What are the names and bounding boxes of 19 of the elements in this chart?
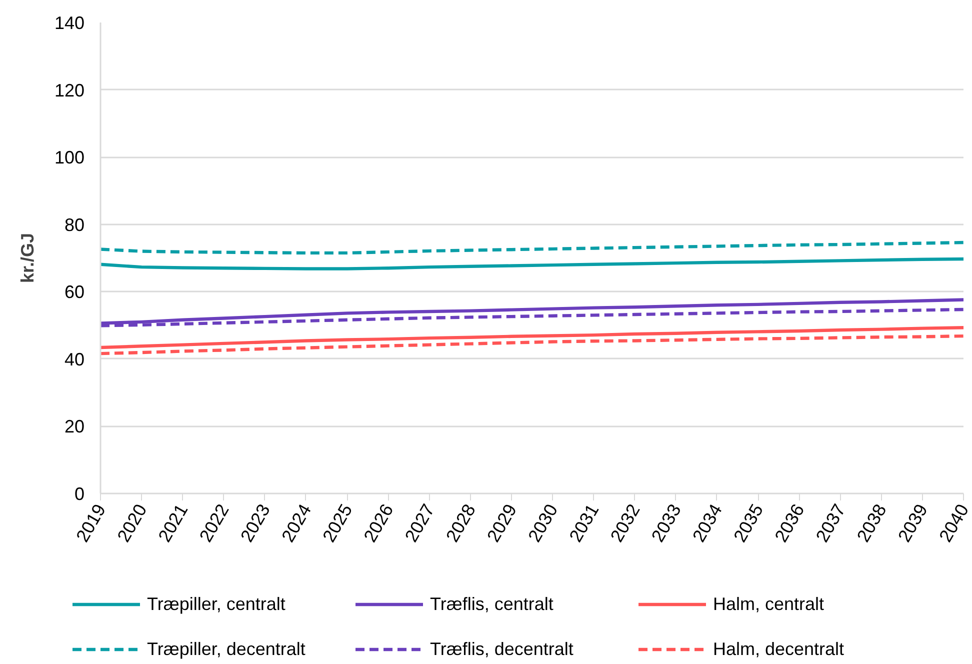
y-tick-label: 100	[54, 148, 85, 168]
legend-label: Halm, centralt	[713, 592, 826, 616]
y-tick-label: 120	[54, 80, 85, 100]
line-series	[100, 257, 964, 270]
y-tick-label: 20	[64, 416, 85, 437]
legend-label: Træflis, centralt	[430, 592, 554, 616]
line-series	[100, 326, 964, 350]
y-tick-label: 80	[64, 214, 85, 235]
y-axis-title: kr./GJ	[17, 232, 38, 284]
y-tick-label: 0	[74, 484, 85, 504]
legend-label: Træpiller, decentralt	[147, 638, 306, 661]
y-tick-label: 140	[54, 13, 85, 33]
line-series	[100, 240, 964, 255]
legend-label: Træpiller, centralt	[147, 592, 286, 616]
legend-label: Træflis, decentralt	[430, 638, 574, 660]
y-tick-label: 40	[64, 349, 85, 370]
line-series	[100, 334, 964, 356]
legend-label: Halm, decentralt	[713, 638, 846, 660]
y-tick-label: 60	[64, 282, 85, 302]
